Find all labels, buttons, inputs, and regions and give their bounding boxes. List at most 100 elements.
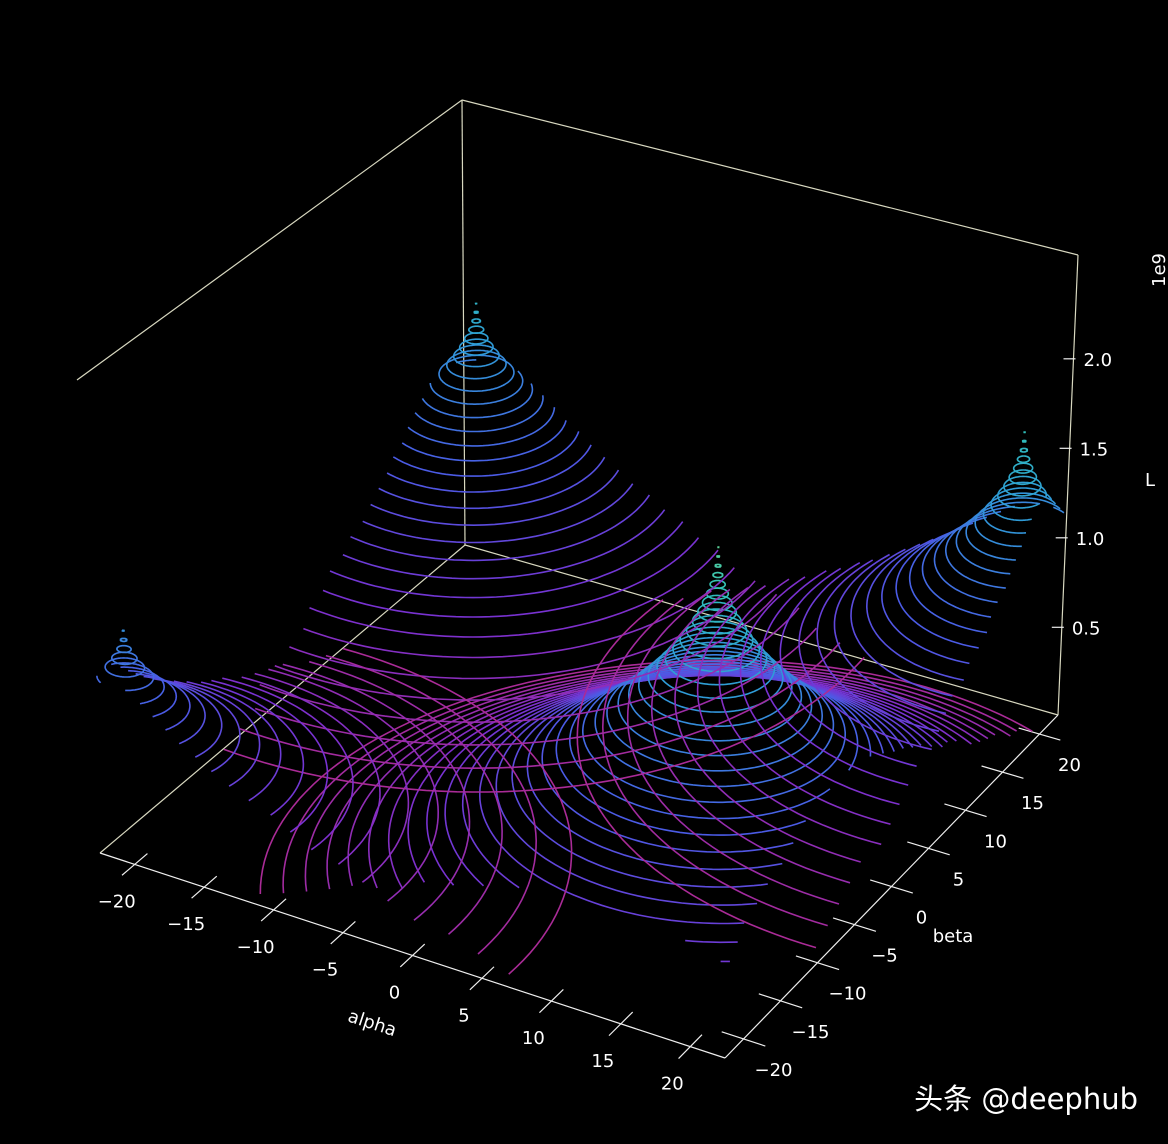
contour-line xyxy=(254,627,817,746)
contour-line xyxy=(421,383,534,419)
contour-line xyxy=(701,594,733,612)
y-tick xyxy=(795,955,840,971)
z-offset-label: 1e9 xyxy=(1149,253,1168,287)
contour-line xyxy=(342,509,666,580)
contour-line xyxy=(628,650,803,742)
contour-line xyxy=(104,657,146,678)
y-tick-label: −10 xyxy=(829,984,867,1005)
z-tick-label: 1.5 xyxy=(1080,439,1109,460)
contour-line xyxy=(325,654,538,955)
contour-line xyxy=(446,349,507,380)
contour-line xyxy=(982,492,1057,534)
contour-line xyxy=(974,497,1061,548)
contour-line xyxy=(696,585,882,846)
z-tick-label: 0.5 xyxy=(1072,618,1101,639)
contour-line xyxy=(429,359,524,405)
contour-line xyxy=(186,681,282,802)
x-tick xyxy=(469,966,495,991)
contour-line xyxy=(471,318,482,324)
contour-line xyxy=(329,521,684,599)
contour-line xyxy=(259,659,1033,895)
contour-line xyxy=(674,587,861,863)
contour-line xyxy=(739,576,900,806)
x-tick xyxy=(539,988,564,1014)
box-edge xyxy=(1057,254,1079,716)
contour-line xyxy=(308,660,503,935)
contour-line xyxy=(309,549,719,638)
x-tick xyxy=(399,943,426,968)
x-tick-label: 15 xyxy=(591,1051,614,1072)
contour-line xyxy=(350,494,651,562)
contour-line xyxy=(691,608,742,635)
contour-line xyxy=(463,332,489,345)
x-tick-label: −15 xyxy=(167,914,205,935)
contour-line xyxy=(392,431,580,477)
x-tick-label: 0 xyxy=(389,983,400,1004)
watermark: 头条 @deephub xyxy=(914,1082,1138,1116)
x-tick-label: 5 xyxy=(458,1005,469,1026)
box-edge xyxy=(461,99,466,546)
contour-line xyxy=(407,407,556,447)
contour-line xyxy=(1016,455,1031,464)
contour-line xyxy=(473,310,479,314)
contour-line xyxy=(153,678,223,758)
contour-line xyxy=(282,662,1017,894)
x-tick xyxy=(678,1034,703,1059)
contour-line xyxy=(362,483,634,544)
contour-line xyxy=(908,527,988,634)
contour-line xyxy=(1008,469,1038,486)
contour-line xyxy=(274,593,778,701)
contour-line xyxy=(697,601,738,623)
contour-line xyxy=(779,567,917,767)
contour-line xyxy=(921,522,992,618)
contour-line xyxy=(120,666,165,705)
y-tick-label: −5 xyxy=(871,946,898,967)
contour-line xyxy=(387,672,972,889)
contour-line xyxy=(759,570,909,786)
contour-line xyxy=(96,662,155,692)
y-tick-label: 20 xyxy=(1058,755,1081,776)
contour-line xyxy=(401,420,567,462)
y-tick-label: 15 xyxy=(1021,793,1044,814)
z-tick-label: 2.0 xyxy=(1083,350,1112,371)
contour-line xyxy=(135,673,191,731)
y-axis-label: beta xyxy=(933,926,974,947)
y-tick xyxy=(1018,727,1061,741)
contour-line xyxy=(370,469,620,527)
x-tick-label: −10 xyxy=(237,937,275,958)
contour-line xyxy=(458,338,494,356)
contour-line xyxy=(461,674,933,944)
contour-line xyxy=(119,637,128,643)
y-tick-label: −15 xyxy=(792,1022,830,1043)
contour-line xyxy=(326,667,996,890)
contour-line xyxy=(990,487,1053,522)
y-tick xyxy=(944,803,987,818)
contour-line xyxy=(343,647,573,975)
x-tick xyxy=(260,898,287,922)
y-tick xyxy=(721,1031,766,1047)
contour-line xyxy=(1012,462,1034,474)
contour-line xyxy=(222,677,354,851)
contour-line xyxy=(714,563,722,568)
contour-line xyxy=(200,681,305,816)
z-tick-label: 1.0 xyxy=(1076,529,1105,550)
z-axis-label: L xyxy=(1145,470,1155,491)
y-tick-label: 10 xyxy=(984,831,1007,852)
contour-line xyxy=(647,641,784,713)
y-tick xyxy=(981,765,1024,779)
y-tick xyxy=(870,879,913,894)
contour-line xyxy=(955,505,1015,575)
contour-line xyxy=(414,395,544,433)
box-edge xyxy=(464,544,1059,716)
contour-line xyxy=(304,665,1011,892)
contour-line xyxy=(347,669,989,886)
contour-line xyxy=(438,354,515,392)
contour-line xyxy=(1021,439,1027,443)
contour-line xyxy=(965,501,1065,561)
contour-line xyxy=(650,588,851,884)
contour-line xyxy=(116,644,132,654)
contour-line xyxy=(468,325,485,334)
y-tick-label: 0 xyxy=(916,908,927,929)
y-tick xyxy=(832,917,877,932)
